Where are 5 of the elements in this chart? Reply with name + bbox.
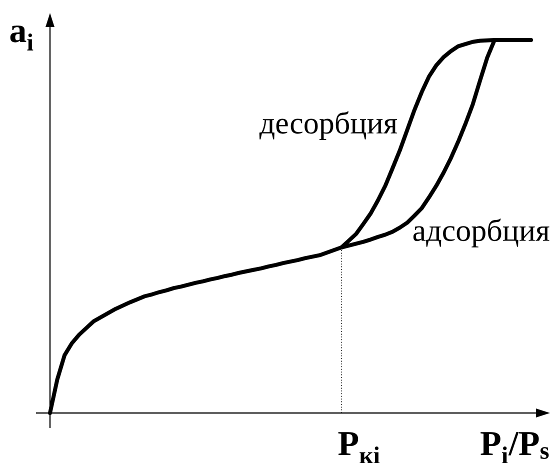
series-label: адсорбция	[413, 218, 550, 248]
x-axis-title: P$_{i}$/P$_{s}$	[480, 432, 549, 463]
series-label: десорбция	[259, 111, 398, 140]
y-axis-title: a$_{i}$	[10, 26, 34, 50]
text: P$_{кi}$	[338, 432, 380, 463]
